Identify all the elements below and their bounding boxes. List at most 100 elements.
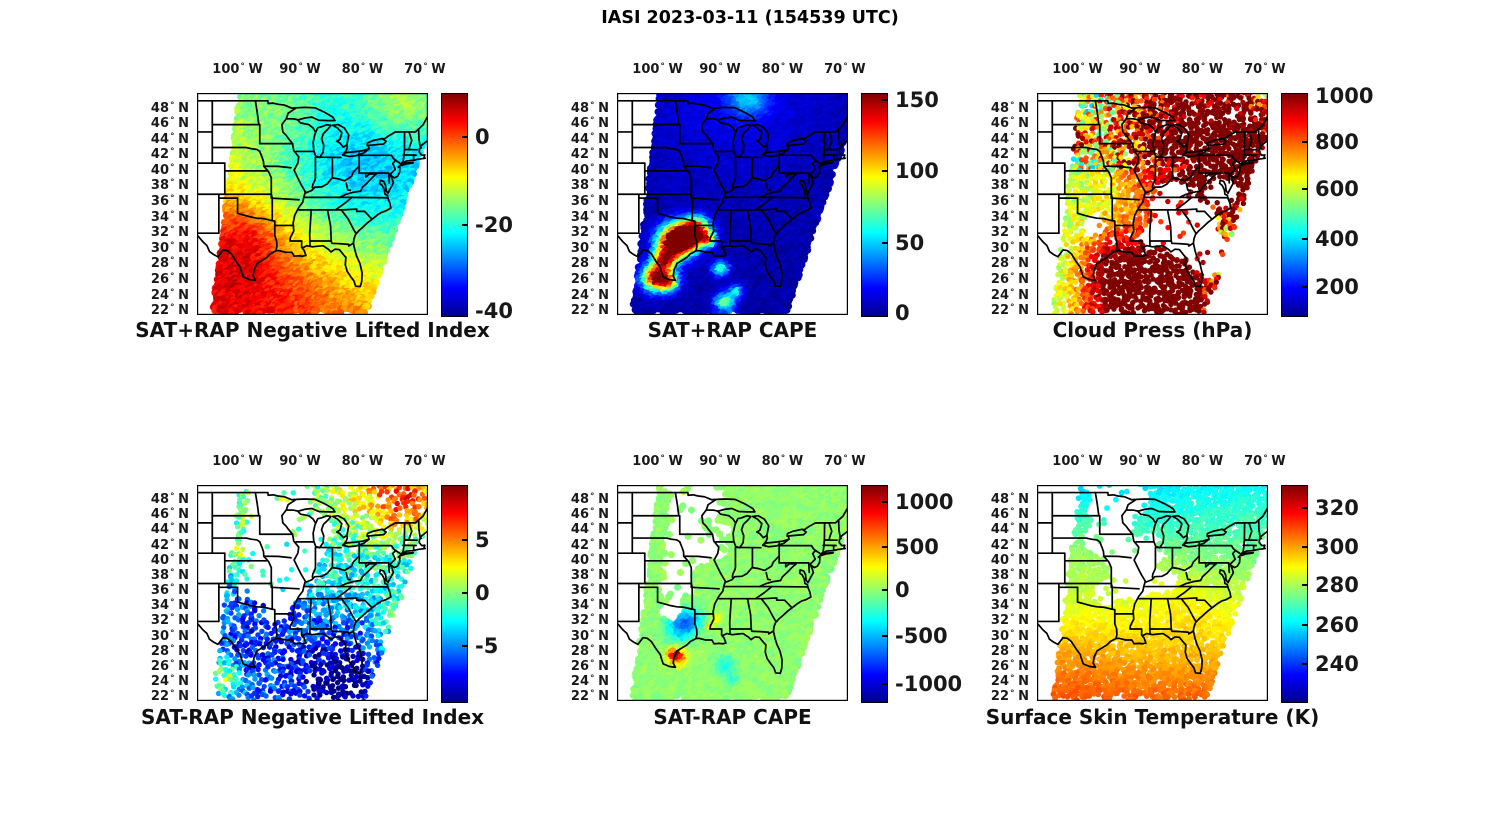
lat-tick-label: 28° N — [990, 256, 1029, 272]
panel-title-sat-plus-rap-negative-lifted-index: SAT+RAP Negative Lifted Index — [135, 318, 490, 342]
lat-tick-label: 44° N — [570, 522, 609, 538]
colorbar-sat-plus-rap-cape — [861, 93, 888, 317]
lon-tick-label: 70° W — [824, 62, 866, 77]
lat-tick-label: 38° N — [570, 178, 609, 194]
lat-tick-label: 40° N — [990, 162, 1029, 178]
lat-tick-label: 38° N — [570, 567, 609, 583]
colorbar-tick-label: 5 — [475, 527, 490, 552]
colorbar-tick-mark — [462, 538, 467, 541]
lon-tick-label: 80° W — [1181, 62, 1224, 77]
lat-tick-label: 24° N — [570, 287, 609, 303]
colorbar-tick-label: 0 — [895, 300, 910, 325]
lat-tick-label: 44° N — [150, 522, 189, 538]
lat-tick-label: 44° N — [990, 522, 1029, 538]
lat-tick-label: 22° N — [150, 303, 189, 319]
colorbar-tick-label: 260 — [1315, 612, 1359, 637]
lat-tick-label: 48° N — [150, 100, 189, 116]
colorbar-tick-label: 100 — [895, 158, 939, 183]
lat-tick-label: 46° N — [990, 116, 1029, 132]
lat-tick-label: 28° N — [570, 643, 609, 659]
map-sat-minus-rap-cape — [617, 485, 848, 701]
colorbar-sat-minus-rap-cape — [861, 485, 888, 703]
lat-tick-label: 36° N — [150, 583, 189, 599]
colorbar-tick-mark — [882, 682, 887, 685]
lat-tick-label: 34° N — [150, 598, 189, 614]
lon-tick-label: 90° W — [1119, 454, 1161, 469]
colorbar-tick-mark — [882, 501, 887, 504]
colorbar-tick-label: 400 — [1315, 226, 1359, 251]
lat-tick-label: 26° N — [150, 271, 189, 287]
colorbar-tick-mark — [462, 224, 467, 227]
lat-tick-label: 26° N — [570, 658, 609, 674]
lat-tick-label: 24° N — [150, 287, 189, 303]
lat-tick-label: 24° N — [570, 674, 609, 690]
lat-tick-label: 42° N — [990, 147, 1029, 163]
colorbar-tick-mark — [1302, 546, 1307, 549]
lon-tick-label: 90° W — [1119, 62, 1161, 77]
lon-tick-label: 80° W — [341, 454, 384, 469]
lat-tick-label: 48° N — [570, 492, 609, 508]
colorbar-tick-mark — [1302, 662, 1307, 665]
colorbar-tick-mark — [1302, 237, 1307, 240]
lat-tick-label: 44° N — [570, 131, 609, 147]
panel-title-surface-skin-temperature: Surface Skin Temperature (K) — [985, 705, 1320, 729]
colorbar-tick-label: 280 — [1315, 573, 1359, 598]
colorbar-tick-mark — [882, 634, 887, 637]
lat-tick-label: 32° N — [990, 613, 1029, 629]
colorbar-sat-plus-rap-negative-lifted-index — [441, 93, 468, 317]
panel-title-sat-minus-rap-cape: SAT-RAP CAPE — [653, 705, 812, 729]
map-sat-minus-rap-negative-lifted-index — [197, 485, 428, 701]
colorbar-tick-mark — [1302, 286, 1307, 289]
lat-tick-label: 30° N — [990, 628, 1029, 644]
lon-tick-label: 80° W — [341, 62, 384, 77]
lat-tick-label: 30° N — [570, 240, 609, 256]
panel-title-sat-plus-rap-cape: SAT+RAP CAPE — [647, 318, 818, 342]
colorbar-tick-label: 600 — [1315, 177, 1359, 202]
colorbar-tick-mark — [462, 645, 467, 648]
lat-tick-label: 48° N — [150, 492, 189, 508]
lat-tick-label: 42° N — [570, 147, 609, 163]
lon-tick-label: 70° W — [1244, 62, 1286, 77]
colorbar-tick-label: 240 — [1315, 651, 1359, 676]
lat-tick-label: 38° N — [150, 178, 189, 194]
lat-tick-label: 22° N — [990, 303, 1029, 319]
lat-tick-label: 46° N — [150, 507, 189, 523]
lat-tick-label: 32° N — [150, 613, 189, 629]
lat-tick-label: 34° N — [570, 209, 609, 225]
colorbar-tick-label: 50 — [895, 230, 925, 255]
lat-tick-label: 48° N — [990, 492, 1029, 508]
map-cloud-press — [1037, 93, 1268, 315]
lat-tick-label: 28° N — [990, 643, 1029, 659]
colorbar-tick-mark — [1302, 140, 1307, 143]
lat-tick-label: 24° N — [990, 674, 1029, 690]
lat-tick-label: 24° N — [990, 287, 1029, 303]
colorbar-tick-label: 0 — [475, 581, 490, 606]
lat-tick-label: 32° N — [150, 225, 189, 241]
lat-tick-label: 32° N — [570, 613, 609, 629]
lat-tick-label: 36° N — [990, 583, 1029, 599]
lat-tick-label: 36° N — [990, 194, 1029, 210]
colorbar-tick-mark — [1302, 188, 1307, 191]
lat-tick-label: 34° N — [570, 598, 609, 614]
lat-tick-label: 42° N — [150, 147, 189, 163]
colorbar-tick-mark — [462, 592, 467, 595]
colorbar-tick-label: 320 — [1315, 496, 1359, 521]
colorbar-tick-label: 800 — [1315, 129, 1359, 154]
colorbar-tick-mark — [1302, 623, 1307, 626]
lat-tick-label: 46° N — [150, 116, 189, 132]
lat-tick-label: 40° N — [990, 552, 1029, 568]
colorbar-tick-mark — [882, 169, 887, 172]
lon-tick-label: 90° W — [699, 454, 741, 469]
colorbar-tick-label: 200 — [1315, 275, 1359, 300]
lon-tick-label: 70° W — [824, 454, 866, 469]
lon-tick-label: 100° W — [632, 454, 683, 469]
lat-tick-label: 30° N — [570, 628, 609, 644]
colorbar-tick-label: 150 — [895, 87, 939, 112]
lat-tick-label: 38° N — [990, 567, 1029, 583]
lat-tick-label: 22° N — [570, 303, 609, 319]
lat-tick-label: 40° N — [570, 162, 609, 178]
colorbar-tick-mark — [882, 546, 887, 549]
lat-tick-label: 40° N — [150, 552, 189, 568]
lon-tick-label: 90° W — [279, 454, 321, 469]
lon-tick-label: 90° W — [699, 62, 741, 77]
